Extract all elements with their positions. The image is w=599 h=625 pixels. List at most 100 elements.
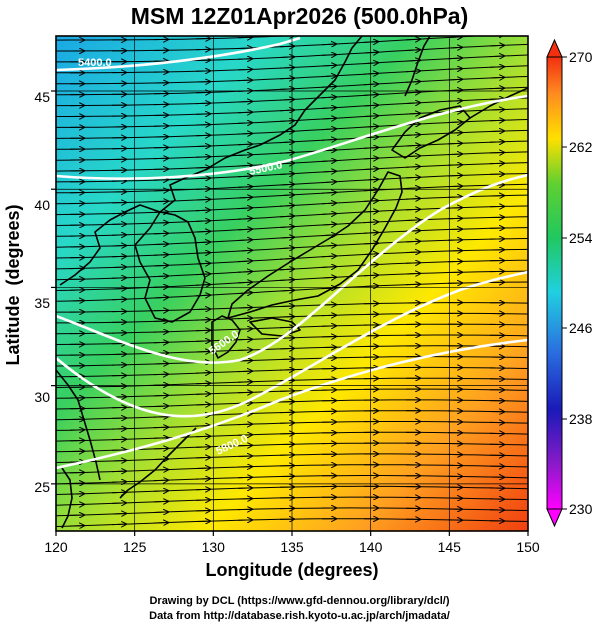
streamline-arrow: [237, 250, 252, 251]
streamline-arrow: [153, 448, 168, 449]
streamline-arrow: [405, 209, 420, 210]
streamline-arrow: [111, 513, 126, 514]
streamline-arrow: [405, 60, 420, 61]
streamline-arrow: [321, 288, 336, 289]
streamline-arrow: [237, 318, 252, 319]
streamline-arrow: [153, 459, 168, 460]
streamline-arrow: [447, 101, 462, 102]
streamline-arrow: [405, 177, 420, 178]
streamline-arrow: [237, 133, 252, 134]
streamline-arrow: [153, 470, 168, 471]
streamline-arrow: [237, 208, 252, 209]
streamline-arrow: [153, 212, 168, 213]
streamline-arrow: [489, 88, 504, 89]
colorbar: 270 262 254 246 238 230: [546, 38, 593, 528]
credit-drawing: Drawing by DCL (https://www.gfd-dennou.o…: [149, 595, 450, 607]
streamline-arrow: [405, 81, 420, 82]
streamline-arrow: [405, 71, 420, 72]
lon-tick-140: 140: [359, 539, 383, 555]
streamline-arrow: [321, 203, 336, 204]
streamline-arrow: [237, 261, 252, 262]
streamline-arrow: [489, 45, 504, 46]
streamline-arrow: [153, 523, 168, 524]
colorbar-tick-246: 246: [569, 320, 593, 336]
streamline-arrow: [237, 144, 252, 145]
lon-tick-135: 135: [280, 539, 304, 555]
streamline-arrow: [237, 176, 252, 177]
streamline-arrow: [405, 50, 420, 51]
streamline-arrow: [447, 58, 462, 59]
streamline-arrow: [153, 255, 168, 256]
streamline-arrow: [405, 273, 420, 274]
lon-tick-130: 130: [202, 539, 226, 555]
streamline-arrow: [111, 299, 126, 300]
contour-line-5500: [56, 94, 528, 180]
lat-tick-45: 45: [34, 89, 50, 105]
streamline-arrow: [489, 77, 504, 78]
streamline-arrow: [321, 118, 336, 119]
streamline-arrow: [321, 97, 336, 98]
colorbar-tick-238: 238: [569, 411, 593, 427]
streamline-arrow: [153, 233, 168, 234]
streamline-arrow: [489, 56, 504, 57]
streamline-arrow: [405, 156, 420, 157]
streamline-arrow: [447, 175, 462, 176]
streamline-arrow: [447, 37, 462, 38]
streamline-arrow: [195, 383, 210, 384]
streamline-arrow: [447, 47, 462, 48]
streamline-arrow: [490, 24, 504, 25]
streamline-arrow: [153, 417, 168, 418]
streamline-arrow: [405, 252, 420, 253]
streamline-arrow: [321, 256, 336, 257]
streamline-arrow: [111, 288, 126, 289]
streamline-arrow: [447, 133, 462, 134]
streamline-arrow: [447, 122, 462, 123]
streamline-arrow: [195, 231, 210, 232]
streamline-arrow: [405, 39, 420, 40]
streamline-arrow: [195, 210, 210, 211]
colorbar-tick-270: 270: [569, 49, 593, 65]
colorbar-tick-230: 230: [569, 501, 593, 517]
streamline-arrow: [195, 447, 210, 448]
streamline-arrow: [195, 125, 210, 126]
lon-tick-120: 120: [44, 539, 68, 555]
streamline-arrow: [195, 404, 210, 405]
streamline-arrow: [195, 394, 210, 395]
streamline-arrow: [237, 101, 252, 102]
coastline-honshu: [227, 171, 403, 319]
lon-tick-125: 125: [123, 539, 147, 555]
streamline-arrow: [195, 295, 210, 296]
credit-data-source: Data from http://database.rish.kyoto-u.a…: [149, 610, 450, 622]
streamline-arrow: [237, 382, 252, 383]
streamline-arrow: [405, 124, 420, 125]
contour-line-5900: [56, 338, 528, 470]
streamline-arrow: [195, 274, 210, 275]
streamline-arrow: [489, 67, 504, 68]
streamline-arrow: [405, 167, 420, 168]
streamline-arrow: [321, 139, 336, 140]
streamline-arrow: [195, 426, 210, 427]
height-contour-layer: [56, 36, 528, 470]
figure-title: MSM 12Z01Apr2026 (500.0hPa): [130, 3, 469, 29]
streamline-arrow: [195, 468, 210, 469]
streamline-arrow: [195, 167, 210, 168]
streamline-arrow: [405, 103, 420, 104]
streamline-arrow: [447, 197, 462, 198]
streamline-arrow: [321, 277, 336, 278]
streamline-arrow: [321, 214, 336, 215]
lat-tick-35: 35: [34, 295, 50, 311]
axis-ticks: [51, 90, 529, 536]
streamline-arrow: [237, 80, 252, 81]
x-axis-title: Longitude (degrees): [205, 560, 378, 580]
colorbar-body: [546, 56, 563, 510]
streamline-arrow: [237, 339, 252, 340]
streamline-arrow: [405, 199, 420, 200]
streamline-arrow: [195, 284, 210, 285]
streamline-arrow: [321, 235, 336, 236]
streamline-arrow: [195, 373, 210, 374]
streamline-arrow: [321, 44, 336, 45]
colorbar-tick-254: 254: [569, 230, 593, 246]
streamline-arrow: [111, 524, 126, 525]
streamline-arrow: [321, 161, 336, 162]
streamline-arrow: [321, 65, 336, 66]
